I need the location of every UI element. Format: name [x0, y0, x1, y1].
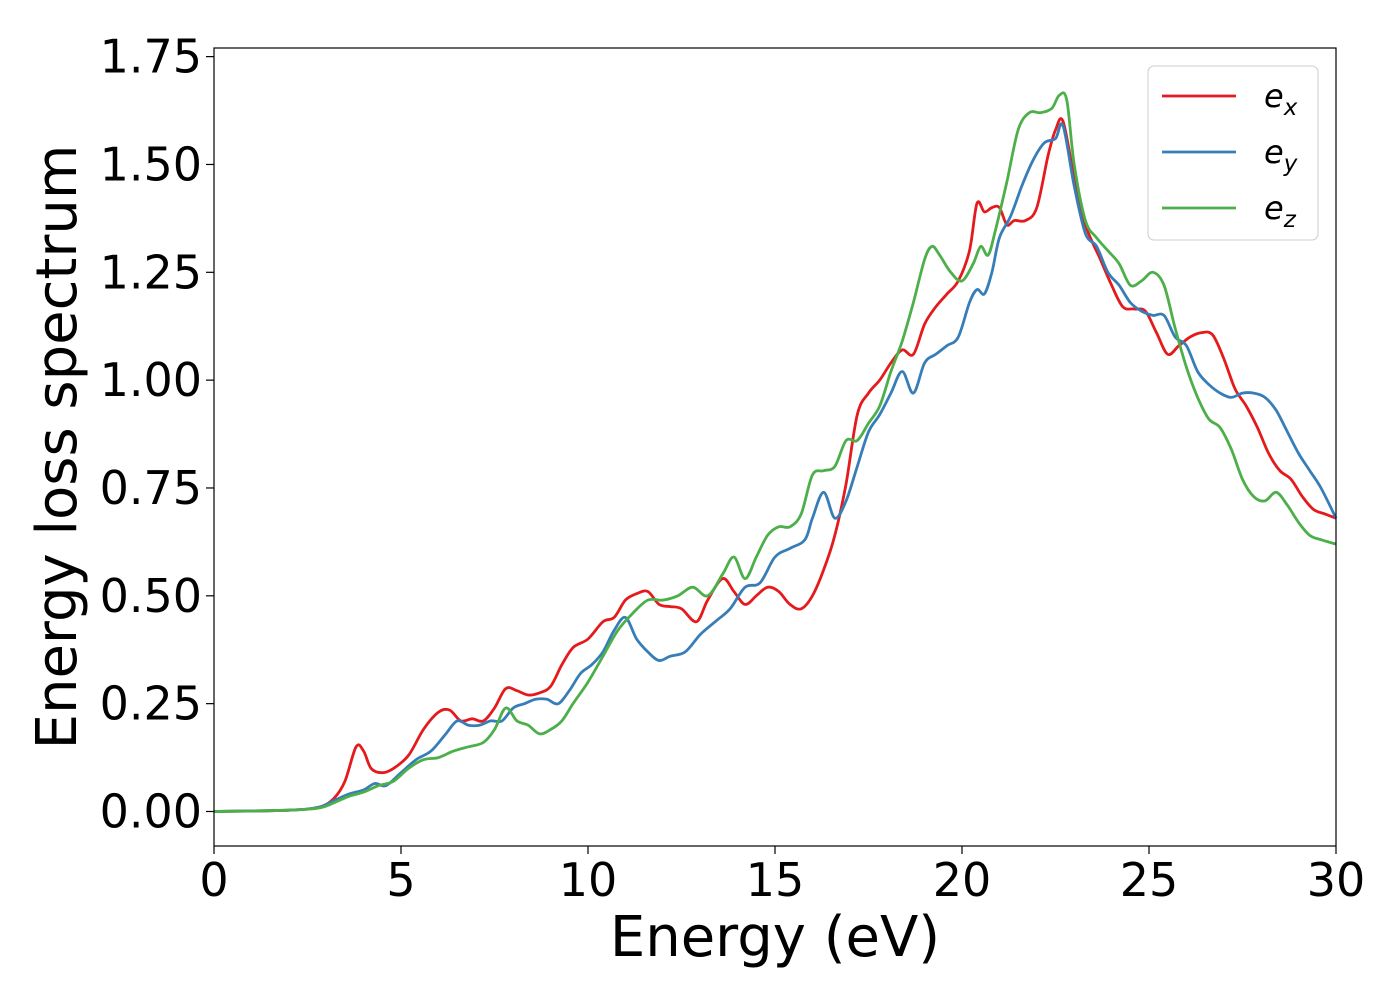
- y-tick-label: 1.25: [100, 245, 202, 299]
- y-tick-label: 1.75: [100, 30, 202, 84]
- y-tick-label: 0.75: [100, 461, 202, 515]
- series-line-z: [213, 91, 1337, 813]
- x-axis: 0 5 10 15 20 25 30: [199, 846, 1365, 907]
- x-tick-label: 20: [933, 853, 992, 907]
- y-axis: 0.00 0.25 0.50 0.75 1.00 1.25 1.50 1.75: [100, 30, 214, 838]
- y-tick-label: 0.00: [100, 784, 202, 838]
- legend-label-x: ex: [1264, 77, 1298, 121]
- legend-label-y: ey: [1264, 133, 1298, 177]
- x-tick-label: 5: [386, 853, 415, 907]
- x-tick-label: 15: [746, 853, 805, 907]
- y-axis-title: Energy loss spectrum: [25, 145, 90, 750]
- legend: ex ey ez: [1147, 65, 1319, 241]
- x-tick-label: 25: [1120, 853, 1179, 907]
- x-tick-label: 0: [199, 853, 228, 907]
- x-tick-label: 30: [1307, 853, 1366, 907]
- y-tick-label: 1.00: [100, 353, 202, 407]
- x-tick-label: 10: [559, 853, 618, 907]
- series-line-y: [213, 122, 1338, 813]
- y-tick-label: 0.50: [100, 569, 202, 623]
- y-tick-label: 0.25: [100, 677, 202, 731]
- series-layer: [213, 91, 1338, 813]
- legend-label-z: ez: [1264, 189, 1297, 233]
- x-axis-title: Energy (eV): [610, 905, 940, 970]
- y-tick-label: 1.50: [100, 137, 202, 191]
